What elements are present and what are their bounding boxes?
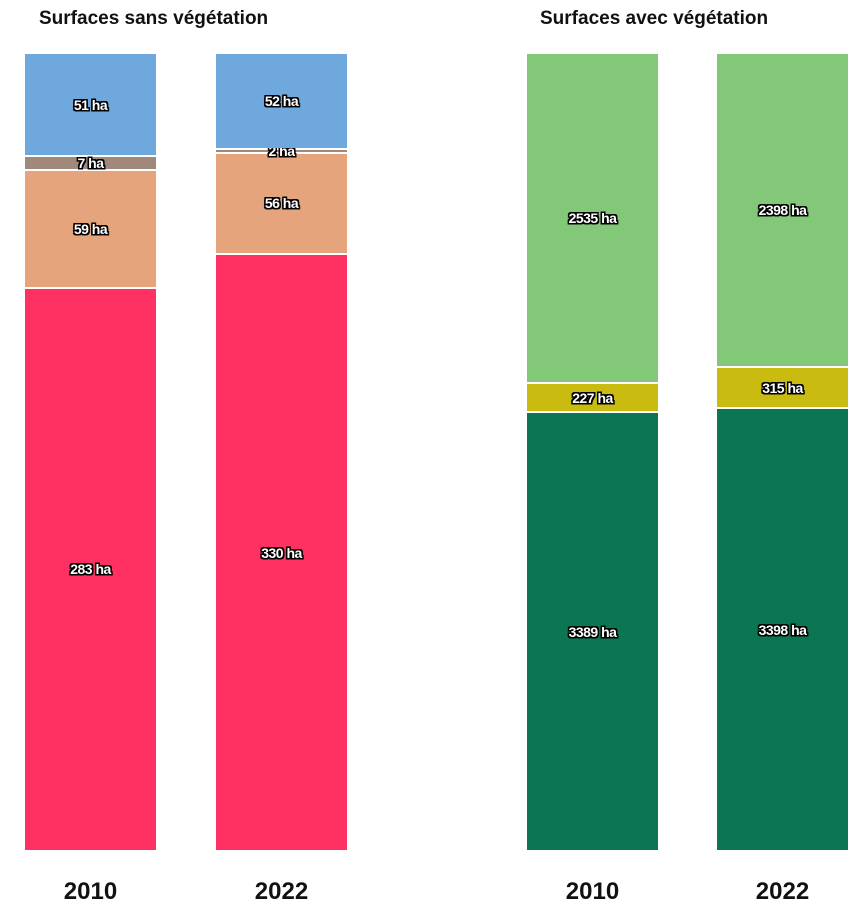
bar-segment: 56 ha bbox=[216, 151, 347, 253]
chart-avec-vegetation: Surfaces avec végétation 3389 ha 227 ha 25… bbox=[430, 0, 848, 912]
data-label: 2398 ha bbox=[758, 202, 807, 219]
bar-2010: 3389 ha 227 ha 2535 ha bbox=[527, 54, 658, 850]
bar-2010: 283 ha 59 ha 7 ha 51 ha bbox=[25, 54, 156, 850]
bar-segment: 7 ha bbox=[25, 155, 156, 172]
bar-segment: 2398 ha bbox=[717, 54, 848, 367]
chart-sans-vegetation: Surfaces sans végétation 283 ha 59 ha 7 ha… bbox=[0, 0, 400, 912]
data-label: 7 ha bbox=[77, 155, 104, 172]
bar-segment: 2 ha bbox=[216, 143, 347, 159]
data-label: 330 ha bbox=[261, 544, 302, 561]
data-label: 283 ha bbox=[70, 561, 111, 578]
bar-segment: 59 ha bbox=[25, 169, 156, 287]
bar-segment: 3389 ha bbox=[527, 411, 658, 850]
x-tick-label-2010: 2010 bbox=[63, 878, 118, 905]
data-label: 51 ha bbox=[73, 96, 108, 113]
bar-2022: 330 ha 56 ha 2 ha 52 ha bbox=[216, 54, 347, 850]
data-label: 227 ha bbox=[572, 389, 613, 406]
data-label: 2535 ha bbox=[568, 210, 617, 227]
x-tick-label-2022: 2022 bbox=[254, 878, 309, 905]
bar-segment: 2535 ha bbox=[527, 54, 658, 383]
bar-segment: 227 ha bbox=[527, 382, 658, 412]
x-tick-label-2010: 2010 bbox=[565, 878, 620, 905]
data-label: 315 ha bbox=[762, 379, 803, 396]
data-label: 52 ha bbox=[264, 93, 299, 110]
bar-segment: 283 ha bbox=[25, 286, 156, 850]
bar-segment: 315 ha bbox=[717, 366, 848, 408]
data-label: 3389 ha bbox=[568, 623, 617, 640]
chart-title: Surfaces avec végétation bbox=[540, 8, 769, 29]
data-label: 59 ha bbox=[73, 221, 108, 238]
bar-2022: 3398 ha 315 ha 2398 ha bbox=[717, 54, 848, 850]
bar-segment: 330 ha bbox=[216, 253, 347, 850]
bar-segment: 52 ha bbox=[216, 54, 347, 149]
data-label: 3398 ha bbox=[758, 621, 807, 638]
bar-segment: 51 ha bbox=[25, 54, 156, 156]
chart-title: Surfaces sans végétation bbox=[39, 8, 269, 29]
data-label: 56 ha bbox=[264, 195, 299, 212]
x-tick-label-2022: 2022 bbox=[755, 878, 810, 905]
bar-segment: 3398 ha bbox=[717, 407, 848, 850]
